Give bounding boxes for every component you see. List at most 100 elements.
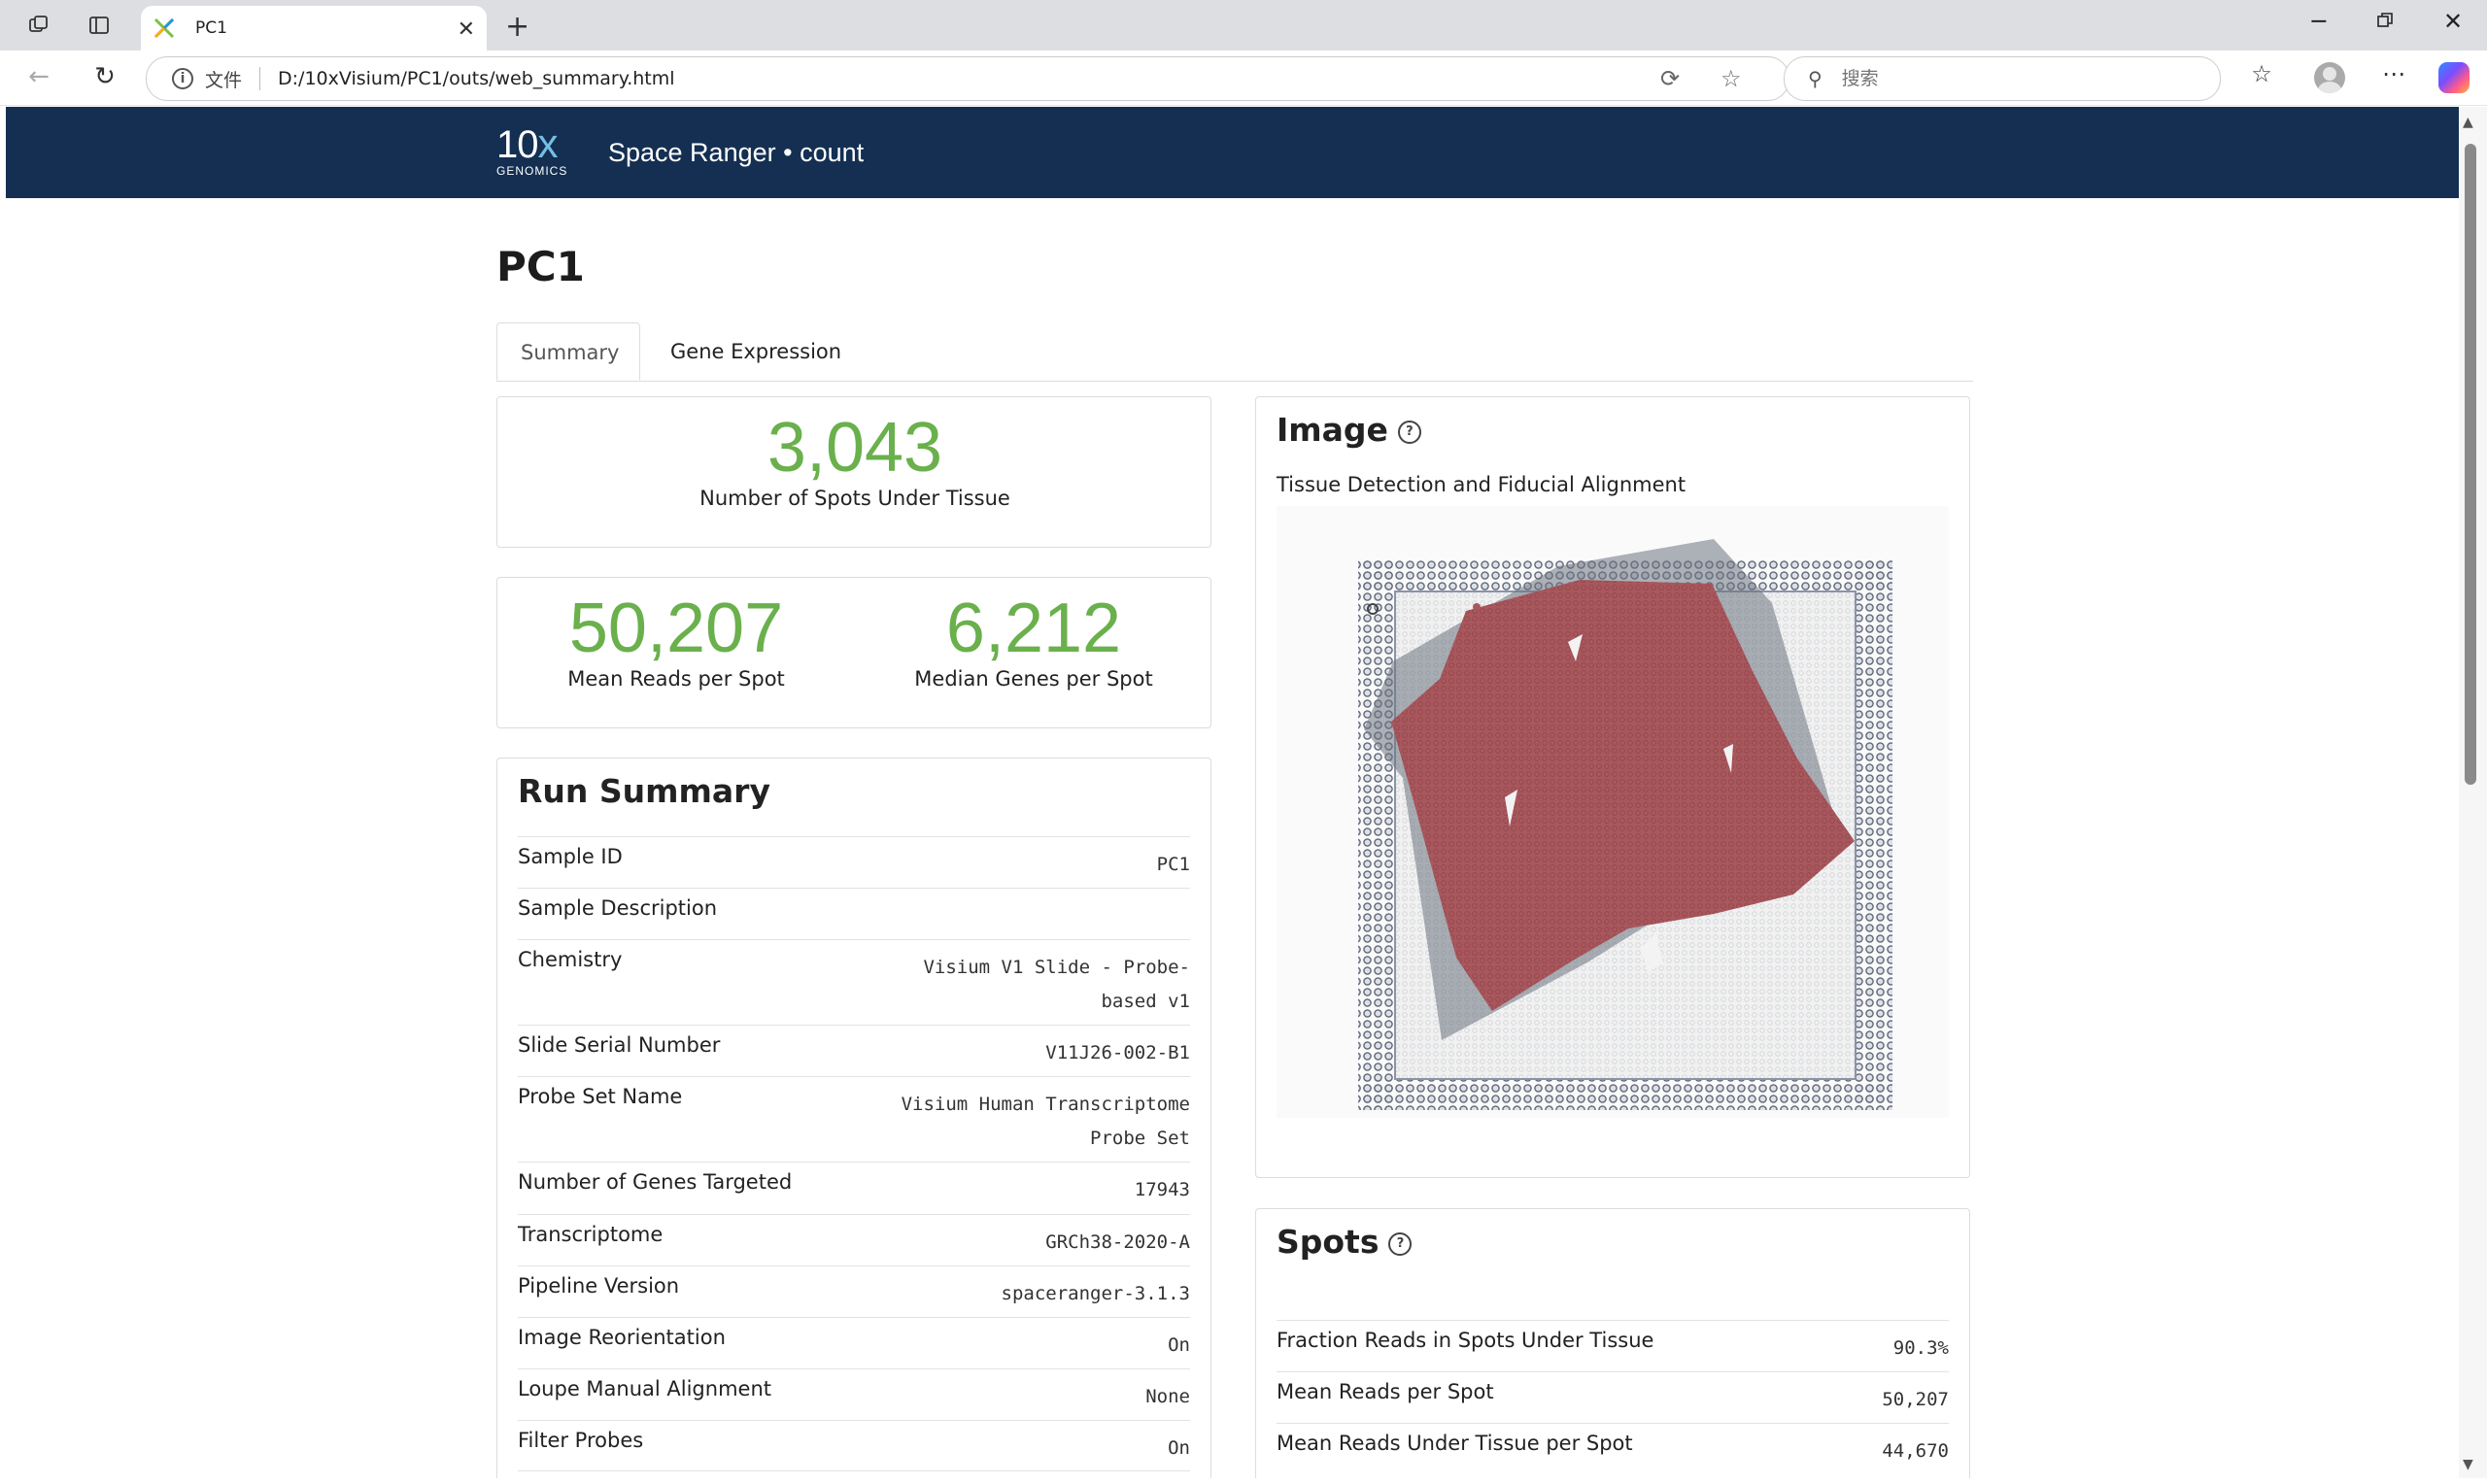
tenx-favicon-icon [153, 17, 176, 40]
app-available-icon[interactable]: ⟳ [1660, 65, 1681, 92]
mean-reads-metric: 50,207 Mean Reads per Spot [497, 590, 855, 691]
row-key: Mean Reads Under Tissue per Spot [1277, 1432, 1633, 1455]
image-card: Image? Tissue Detection and Fiducial Ali… [1255, 396, 1970, 1178]
row-key: Pipeline Version [518, 1274, 680, 1298]
table-row: Sample ID PC1 [518, 836, 1190, 888]
logo-genomics: GENOMICS [496, 164, 568, 178]
tenx-genomics-logo[interactable]: 10x GENOMICS [496, 123, 568, 179]
help-icon[interactable]: ? [1388, 1231, 1413, 1256]
row-value: spaceranger-3.1.3 [1001, 1283, 1190, 1304]
url-text[interactable]: D:/10xVisium/PC1/outs/web_summary.html [278, 68, 675, 89]
logo-x: x [537, 120, 559, 166]
copilot-icon[interactable] [2438, 62, 2470, 93]
table-row: Probe Set Name Visium Human Transcriptom… [518, 1076, 1190, 1162]
row-value: 17943 [1134, 1179, 1190, 1200]
page-viewport: 10x GENOMICS Space Ranger • count PC1 Su… [6, 107, 2459, 1478]
spots-title-wrap: Spots? [1277, 1223, 1413, 1261]
table-row: Transcriptome GRCh38-2020-A [518, 1214, 1190, 1265]
row-value: PC1 [1156, 854, 1190, 875]
browser-tab-active[interactable]: PC1 ✕ [141, 6, 487, 51]
close-tab-icon[interactable]: ✕ [457, 17, 475, 42]
row-value: None [1145, 1386, 1190, 1407]
image-title-wrap: Image? [1277, 411, 1421, 449]
favorites-icon[interactable]: ☆ [2251, 60, 2272, 87]
row-value: GRCh38-2020-A [1045, 1231, 1190, 1253]
row-key: Transcriptome [518, 1223, 664, 1246]
spots-table: Fraction Reads in Spots Under Tissue 90.… [1277, 1320, 1949, 1474]
report-tabs: Summary Gene Expression [496, 322, 1973, 382]
row-key: Image Reorientation [518, 1326, 726, 1349]
reads-genes-metric-card: 50,207 Mean Reads per Spot 6,212 Median … [496, 577, 1211, 728]
metric-value: 6,212 [945, 590, 1122, 667]
browser-toolbar: ← ↻ i 文件 D:/10xVisium/PC1/outs/web_summa… [0, 51, 2487, 106]
scroll-down-icon[interactable]: ▼ [2463, 1457, 2473, 1472]
app-header: 10x GENOMICS Space Ranger • count [6, 107, 2459, 198]
row-key: Sample Description [518, 896, 718, 920]
row-key: Chemistry [518, 948, 623, 971]
address-bar[interactable]: i 文件 D:/10xVisium/PC1/outs/web_summary.h… [146, 56, 1789, 101]
run-summary-card: Run Summary Sample ID PC1 Sample Descrip… [496, 758, 1211, 1478]
image-subtitle: Tissue Detection and Fiducial Alignment [1277, 473, 1686, 496]
row-value: 90.3% [1892, 1337, 1949, 1359]
metric-label: Number of Spots Under Tissue [699, 487, 1010, 510]
app-name: Space Ranger • count [608, 138, 865, 167]
profile-avatar[interactable] [2314, 62, 2345, 93]
row-key: Slide Serial Number [518, 1033, 721, 1057]
scrollbar-thumb[interactable] [2465, 144, 2476, 785]
table-row: Filter Probes On [518, 1420, 1190, 1471]
new-tab-icon[interactable]: + [505, 10, 530, 44]
favorite-star-icon[interactable]: ☆ [1720, 65, 1742, 92]
help-icon[interactable]: ? [1397, 420, 1421, 444]
table-row: Pipeline Version spaceranger-3.1.3 [518, 1265, 1190, 1317]
metric-value: 3,043 [767, 409, 943, 487]
scroll-up-icon[interactable]: ▲ [2463, 115, 2473, 130]
address-divider [259, 67, 261, 90]
row-key: Sample ID [518, 845, 623, 868]
tab-actions-icon[interactable] [85, 12, 113, 39]
row-value: V11J26-002-B1 [1045, 1042, 1190, 1063]
spots-under-tissue-metric: 3,043 Number of Spots Under Tissue [497, 409, 1212, 510]
row-value: On [1168, 1437, 1190, 1459]
page-title: PC1 [496, 243, 585, 290]
metric-label: Median Genes per Spot [914, 667, 1153, 691]
restore-icon[interactable] [2361, 8, 2409, 35]
table-row: Fraction Reads in Spots Under Tissue 90.… [1277, 1320, 1949, 1371]
row-key: Filter Probes [518, 1429, 644, 1452]
site-info-icon[interactable]: i [172, 68, 193, 89]
spots-card: Spots? Fraction Reads in Spots Under Tis… [1255, 1208, 1970, 1478]
back-icon[interactable]: ← [28, 62, 50, 91]
row-key: Loupe Manual Alignment [518, 1377, 771, 1400]
run-summary-table: Sample ID PC1 Sample Description Chemist… [518, 836, 1190, 1471]
workspaces-icon[interactable] [25, 12, 52, 39]
table-row: Number of Genes Targeted 17943 [518, 1162, 1190, 1214]
tab-title: PC1 [195, 18, 227, 38]
more-options-icon[interactable]: ⋯ [2382, 60, 2405, 87]
metric-label: Mean Reads per Spot [567, 667, 785, 691]
image-title: Image [1277, 411, 1388, 449]
row-key: Probe Set Name [518, 1085, 683, 1108]
row-key: Fraction Reads in Spots Under Tissue [1277, 1329, 1654, 1352]
table-row: Chemistry Visium V1 Slide - Probe-based … [518, 939, 1190, 1025]
browser-tab-bar: PC1 ✕ + ─ ✕ [0, 0, 2487, 51]
row-value: 50,207 [1882, 1389, 1949, 1410]
table-row: Loupe Manual Alignment None [518, 1368, 1190, 1420]
row-value: Visium Human Transcriptome Probe Set [901, 1094, 1190, 1149]
tab-gene-expression[interactable]: Gene Expression [670, 340, 842, 363]
row-value: Visium V1 Slide - Probe-based v1 [923, 957, 1190, 1012]
row-key: Mean Reads per Spot [1277, 1380, 1494, 1403]
spots-metric-card: 3,043 Number of Spots Under Tissue [496, 396, 1211, 548]
minimize-icon[interactable]: ─ [2311, 8, 2327, 35]
refresh-icon[interactable]: ↻ [94, 62, 116, 91]
table-row: Mean Reads Under Tissue per Spot 44,670 [1277, 1423, 1949, 1474]
row-value: On [1168, 1334, 1190, 1356]
table-row: Mean Reads per Spot 50,207 [1277, 1371, 1949, 1423]
search-box[interactable]: ⚲ [1784, 56, 2221, 101]
close-window-icon[interactable]: ✕ [2442, 8, 2464, 35]
row-value: 44,670 [1882, 1440, 1949, 1462]
tab-summary[interactable]: Summary [496, 322, 640, 381]
row-key: Number of Genes Targeted [518, 1170, 793, 1194]
logo-ten: 10 [496, 123, 538, 166]
run-summary-title: Run Summary [518, 772, 770, 810]
search-input[interactable] [1839, 67, 2194, 90]
table-row: Sample Description [518, 888, 1190, 939]
